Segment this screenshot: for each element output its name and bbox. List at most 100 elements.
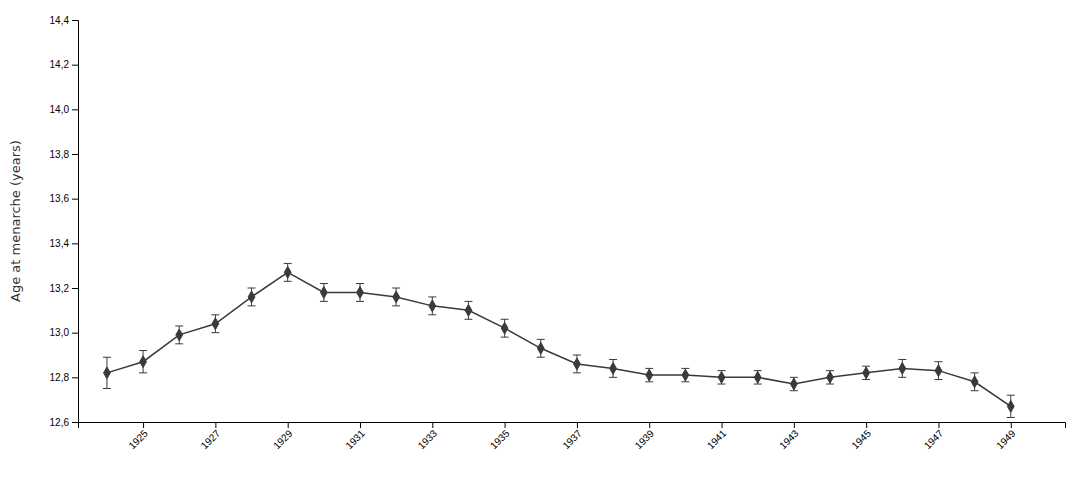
x-tick-mark: [360, 422, 361, 428]
y-tick: 14,4: [50, 15, 78, 26]
x-tick-mark: [794, 422, 795, 428]
y-tick-label: 14,0: [50, 104, 70, 115]
x-tick: 1945: [850, 422, 874, 451]
point: [646, 369, 653, 381]
error-bar-cap: [356, 301, 364, 302]
chart: 1925192719291931193319351937193919411943…: [0, 0, 1089, 484]
x-tick-label: 1933: [416, 427, 440, 451]
error-bar-cap: [211, 332, 219, 333]
x-tick-label: 1947: [922, 427, 946, 451]
error-bar-cap: [320, 301, 328, 302]
point: [935, 365, 942, 377]
y-tick: 13,2: [50, 283, 78, 294]
y-tick-label: 14,4: [50, 15, 70, 26]
point: [284, 266, 291, 278]
y-tick: 14,0: [50, 104, 78, 115]
error-bar-cap: [934, 361, 942, 362]
error-bar-cap: [284, 281, 292, 282]
y-tick-label: 13,0: [50, 327, 70, 338]
error-bar-cap: [284, 263, 292, 264]
error-bar: [790, 377, 798, 390]
y-tick-label: 14,2: [50, 59, 70, 70]
x-tick: 1925: [126, 422, 150, 451]
error-bar-cap: [103, 357, 111, 358]
y-tick-mark: [72, 243, 78, 244]
error-bar-cap: [428, 296, 436, 297]
x-tick-mark: [649, 422, 650, 428]
error-bar: [464, 301, 472, 319]
error-bar: [573, 355, 581, 373]
error-bar: [284, 263, 292, 281]
error-bar-cap: [898, 359, 906, 360]
error-bar-cap: [464, 301, 472, 302]
y-tick-mark: [72, 377, 78, 378]
y-tick: 13,6: [50, 193, 78, 204]
y-tick-label: 13,8: [50, 149, 70, 160]
error-bar: [1007, 395, 1015, 417]
error-bar: [103, 357, 111, 388]
y-tick-label: 12,6: [50, 417, 70, 428]
y-tick-label: 13,6: [50, 193, 70, 204]
x-tick-mark: [432, 422, 433, 428]
error-bar-cap: [573, 355, 581, 356]
point: [429, 300, 436, 312]
x-tick: 1935: [488, 422, 512, 451]
error-bar: [898, 359, 906, 377]
error-bar: [428, 297, 436, 315]
error-bar: [681, 368, 689, 381]
error-bar-cap: [392, 288, 400, 289]
y-tick-label: 13,2: [50, 283, 70, 294]
y-tick-label: 12,8: [50, 372, 70, 383]
y-tick: 14,2: [50, 59, 78, 70]
error-bar: [356, 284, 364, 302]
error-bar: [537, 339, 545, 357]
error-bar-cap: [971, 372, 979, 373]
error-bar: [392, 288, 400, 306]
point: [104, 367, 111, 379]
y-axis-line: [72, 21, 79, 423]
x-tick-label: 1945: [850, 427, 874, 451]
error-bar-cap: [464, 319, 472, 320]
error-bar-cap: [898, 377, 906, 378]
x-tick: 1943: [777, 422, 801, 451]
error-bar: [934, 362, 942, 380]
error-bar-cap: [934, 379, 942, 380]
x-tick-label: 1943: [777, 427, 801, 451]
point: [1007, 400, 1014, 412]
y-tick: 12,6: [50, 417, 78, 428]
error-bar: [211, 315, 219, 333]
point: [863, 367, 870, 379]
y-tick: 13,8: [50, 149, 78, 160]
y-tick-mark: [72, 333, 78, 334]
y-tick: 13,4: [50, 238, 78, 249]
error-bar-cap: [609, 359, 617, 360]
x-axis: 1925192719291931193319351937193919411943…: [79, 422, 1066, 451]
y-tick-mark: [72, 154, 78, 155]
point: [176, 329, 183, 341]
point: [320, 287, 327, 299]
error-bar-cap: [573, 372, 581, 373]
error-bar: [139, 351, 147, 373]
x-tick-mark: [866, 422, 867, 428]
error-bar-cap: [211, 314, 219, 315]
error-bar-cap: [537, 357, 545, 358]
y-axis: 12,6 12,8 13,0 13,2 13,4 13,6 13,8 14,0 14,2 14,4: [50, 15, 79, 428]
point: [537, 342, 544, 354]
error-bar-cap: [103, 388, 111, 389]
error-bar: [501, 319, 509, 337]
x-tick-label: 1937: [560, 427, 584, 451]
x-tick-label: 1929: [271, 427, 295, 451]
x-tick-mark: [938, 422, 939, 428]
y-tick-mark: [72, 20, 78, 21]
error-bar-cap: [428, 314, 436, 315]
x-tick: 1949: [994, 422, 1018, 451]
y-axis-title: Age at menarche (years): [8, 140, 23, 302]
error-bar-cap: [1007, 417, 1015, 418]
point: [574, 358, 581, 370]
x-axis-line: [79, 423, 1066, 429]
point: [718, 371, 725, 383]
error-bar-cap: [356, 283, 364, 284]
x-tick: 1947: [922, 422, 946, 451]
error-bar-cap: [501, 319, 509, 320]
point: [501, 322, 508, 334]
